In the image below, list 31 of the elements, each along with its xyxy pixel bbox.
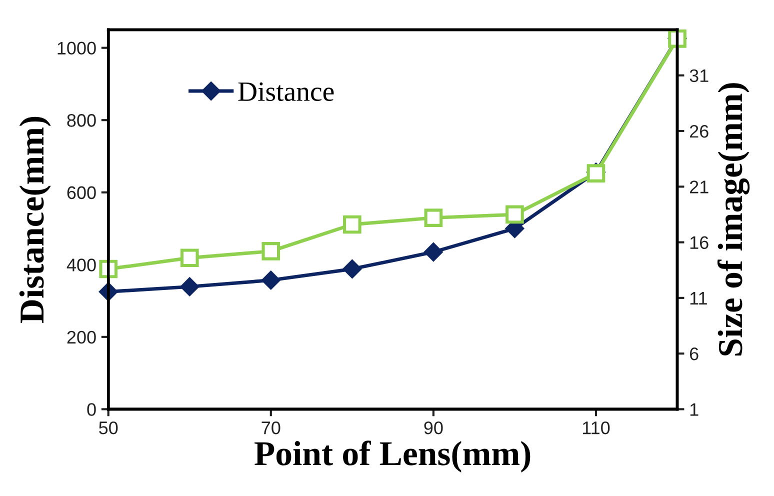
y-axis-title: Distance(mm)	[19, 116, 51, 323]
y2-tick-label: 26	[690, 124, 708, 138]
y-tick-label: 1000	[58, 42, 96, 55]
y2-tick-label: 16	[690, 236, 708, 250]
y2-axis-title: Size of image(mm)	[717, 83, 750, 356]
point	[342, 259, 362, 279]
y-tick-label: 600	[67, 186, 96, 200]
point	[343, 215, 362, 234]
y-tick-label: 200	[67, 330, 96, 344]
point	[424, 208, 443, 227]
y-tick-label: 400	[66, 258, 96, 272]
x-tick-label: 110	[582, 421, 610, 434]
point	[424, 242, 443, 262]
x-tick-label: 70	[262, 421, 280, 434]
x-tick-label: 90	[424, 421, 443, 434]
y2-tick-label: 21	[690, 180, 708, 194]
y2-tick-label: 11	[690, 292, 707, 304]
x-axis-title: Point of Lens(mm)	[254, 440, 530, 472]
y2-tick-label: 31	[690, 69, 708, 82]
y2-tick-label: 6	[690, 348, 698, 360]
x-tick-label: 50	[99, 421, 118, 434]
legend-label: Distance	[238, 82, 334, 102]
point	[180, 248, 199, 268]
point	[261, 270, 280, 290]
y2-tick-label: 1	[690, 403, 698, 416]
point	[506, 205, 524, 224]
point	[262, 242, 280, 260]
y-tick-label: 800	[67, 114, 96, 127]
point	[99, 260, 118, 278]
point	[180, 277, 200, 296]
y-tick-label: 0	[87, 403, 96, 416]
